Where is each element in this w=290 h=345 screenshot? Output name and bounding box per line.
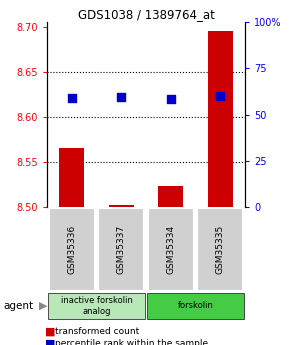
Text: agent: agent: [3, 301, 33, 311]
Bar: [148, 208, 193, 291]
Text: ■: ■: [45, 339, 55, 345]
Bar: [197, 208, 243, 291]
Bar: [109, 205, 134, 207]
Text: inactive forskolin
analog: inactive forskolin analog: [61, 296, 133, 316]
Bar: [147, 293, 244, 319]
Point: [69, 95, 74, 100]
Bar: [48, 293, 145, 319]
Bar: [59, 148, 84, 207]
Bar: [49, 208, 95, 291]
Text: ▶: ▶: [39, 301, 48, 311]
Text: ■: ■: [45, 327, 55, 337]
Bar: [208, 31, 233, 207]
Title: GDS1038 / 1389764_at: GDS1038 / 1389764_at: [77, 8, 214, 21]
Point: [218, 93, 222, 99]
Text: GSM35335: GSM35335: [216, 225, 225, 274]
Text: transformed count: transformed count: [55, 327, 139, 336]
Text: percentile rank within the sample: percentile rank within the sample: [55, 339, 208, 345]
Text: GSM35334: GSM35334: [166, 225, 175, 274]
Text: GSM35337: GSM35337: [117, 225, 126, 274]
Text: forskolin: forskolin: [177, 302, 213, 310]
Text: GSM35336: GSM35336: [67, 225, 76, 274]
Bar: [99, 208, 144, 291]
Point: [119, 94, 124, 100]
Bar: [158, 186, 183, 207]
Point: [168, 96, 173, 101]
